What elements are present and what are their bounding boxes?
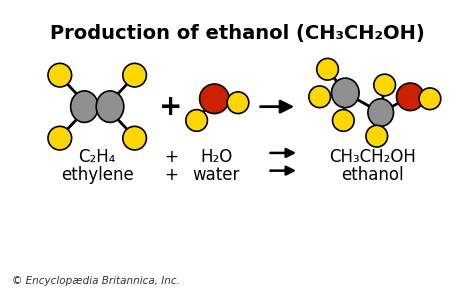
Text: +: + — [164, 166, 178, 184]
Circle shape — [123, 63, 146, 87]
Circle shape — [48, 63, 72, 87]
Circle shape — [186, 110, 208, 131]
Text: C₂H₄: C₂H₄ — [79, 148, 116, 166]
Circle shape — [200, 84, 229, 114]
Text: ethylene: ethylene — [61, 166, 134, 184]
Text: water: water — [192, 166, 240, 184]
Ellipse shape — [71, 91, 98, 123]
Circle shape — [48, 126, 72, 150]
Text: +: + — [164, 148, 178, 166]
Circle shape — [332, 110, 354, 131]
Circle shape — [309, 86, 330, 108]
Text: © Encyclopædia Britannica, Inc.: © Encyclopædia Britannica, Inc. — [11, 276, 180, 286]
Circle shape — [374, 74, 395, 96]
Circle shape — [366, 126, 388, 147]
Circle shape — [317, 58, 338, 80]
Circle shape — [227, 92, 249, 114]
Circle shape — [419, 88, 441, 110]
Circle shape — [123, 126, 146, 150]
Text: H₂O: H₂O — [200, 148, 232, 166]
Circle shape — [396, 83, 424, 111]
Text: CH₃CH₂OH: CH₃CH₂OH — [329, 148, 416, 166]
Text: ethanol: ethanol — [342, 166, 404, 184]
Ellipse shape — [331, 78, 359, 108]
Text: +: + — [159, 93, 183, 121]
Ellipse shape — [368, 99, 393, 126]
Text: Production of ethanol (CH₃CH₂OH): Production of ethanol (CH₃CH₂OH) — [50, 24, 424, 43]
Ellipse shape — [96, 91, 124, 123]
